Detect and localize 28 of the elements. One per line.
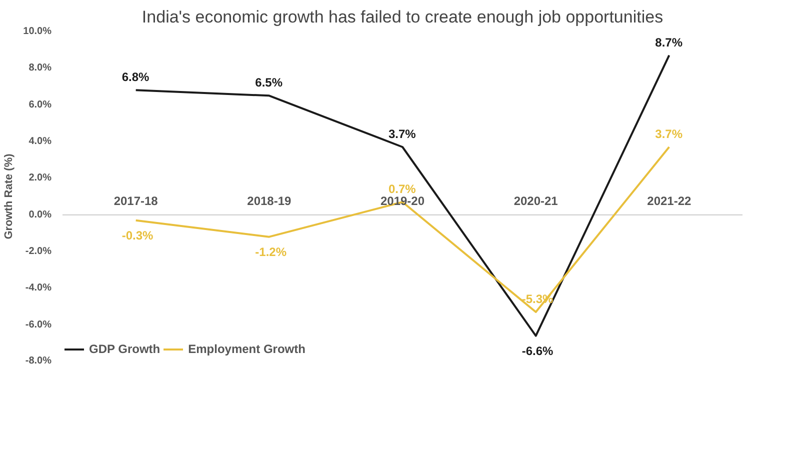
data-label: 8.7% — [655, 35, 683, 50]
x-tick-label: 2021-22 — [647, 194, 692, 208]
y-tick-label: 6.0% — [28, 99, 52, 110]
y-tick-label: -4.0% — [25, 282, 52, 294]
y-tick-label: 0.0% — [28, 209, 52, 220]
y-tick-label: 2.0% — [28, 172, 52, 184]
x-tick-label: 2017-18 — [114, 194, 158, 208]
y-tick-label: -6.0% — [25, 319, 52, 330]
data-label: -0.3% — [122, 228, 154, 242]
x-tick-label: 2020-21 — [514, 194, 558, 208]
data-label: -1.2% — [255, 244, 287, 259]
y-tick-label: 4.0% — [28, 136, 52, 147]
y-tick-label: -8.0% — [25, 356, 52, 366]
x-tick-label: 2019-20 — [380, 194, 425, 208]
y-tick-label: 8.0% — [28, 62, 52, 74]
y-tick-label: -2.0% — [25, 246, 52, 257]
data-label: 3.7% — [388, 127, 416, 141]
legend-label: GDP Growth — [89, 342, 160, 356]
y-axis-title: Growth Rate (%) — [3, 153, 16, 240]
y-tick-label: 10.0% — [23, 26, 52, 37]
data-label: -6.6% — [522, 344, 554, 358]
chart-title: India's economic growth has failed to create enough job opportunities — [142, 8, 664, 26]
data-label: 3.7% — [655, 127, 683, 141]
data-label: 6.5% — [255, 76, 283, 90]
x-tick-label: 2018-19 — [247, 194, 292, 208]
legend-label: Employment Growth — [188, 342, 306, 356]
data-label: 6.8% — [122, 70, 150, 84]
data-label: 0.7% — [388, 182, 416, 196]
